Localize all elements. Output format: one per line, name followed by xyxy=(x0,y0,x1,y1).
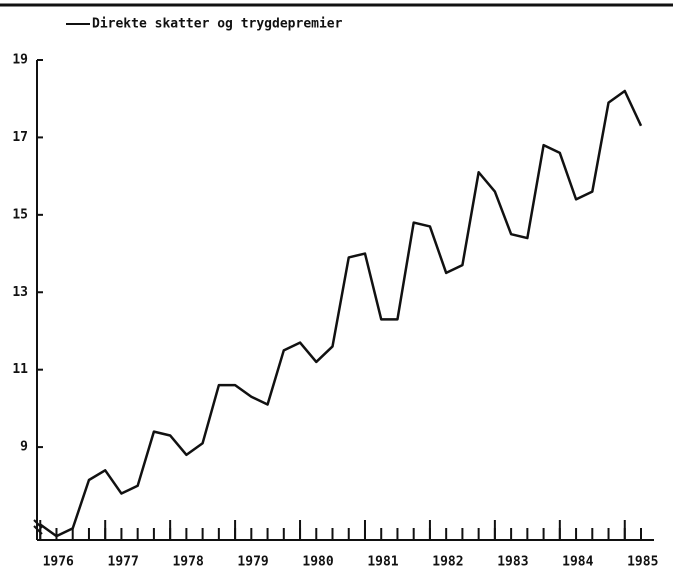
x-tick-label: 1980 xyxy=(302,555,333,570)
x-tick-label: 1977 xyxy=(108,555,139,570)
x-tick-label: 1976 xyxy=(43,555,74,570)
y-tick-label: 19 xyxy=(12,53,28,68)
x-tick-label: 1985 xyxy=(627,555,658,570)
y-tick-label: 11 xyxy=(12,362,28,377)
legend-label: Direkte skatter og trygdepremier xyxy=(92,17,343,32)
x-tick-label: 1978 xyxy=(172,555,203,570)
data-line xyxy=(39,89,643,538)
y-tick-label: 17 xyxy=(12,130,28,145)
y-tick-label: 9 xyxy=(20,440,28,455)
y-tick-label: 15 xyxy=(12,207,28,222)
x-tick-label: 1981 xyxy=(367,555,398,570)
x-tick-label: 1983 xyxy=(497,555,528,570)
x-tick-label: 1984 xyxy=(562,555,593,570)
x-tick-label: 1979 xyxy=(237,555,268,570)
x-tick-label: 1982 xyxy=(432,555,463,570)
y-tick-label: 13 xyxy=(12,285,28,300)
